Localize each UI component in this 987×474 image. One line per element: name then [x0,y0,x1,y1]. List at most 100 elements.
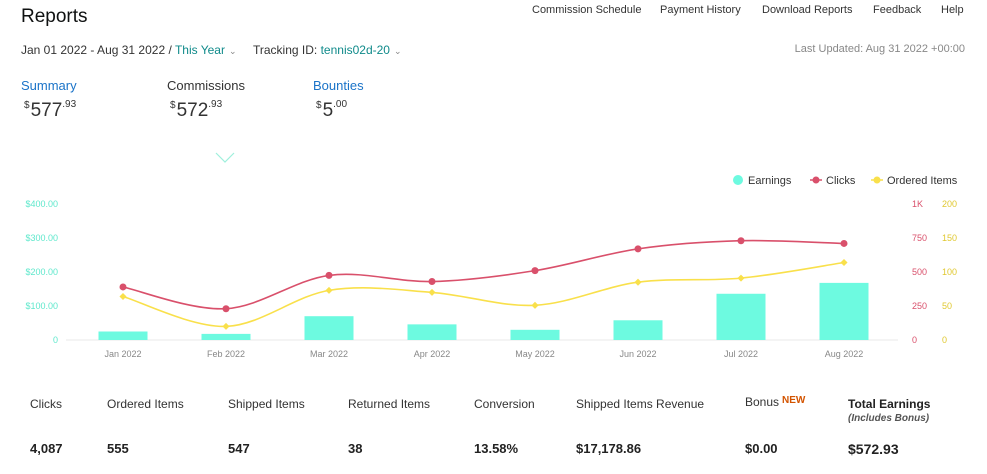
bonus-label-text: Bonus [745,395,780,409]
right-axis-clicks-tick-label: 1K [912,199,923,209]
x-axis-tick-label: Jan 2022 [104,349,141,359]
summary-amount: $577.93 [24,99,76,122]
nav-download-reports[interactable]: Download Reports [762,4,853,16]
stat-value-ordered-items: 555 [107,441,129,456]
earnings-bar [201,333,251,340]
stat-value-total-earnings: $572.93 [848,441,899,457]
page-title: Reports [21,6,88,27]
earnings-bar [407,324,457,340]
left-axis-tick-label: 0 [53,335,58,345]
series-lines [122,239,845,328]
ordered-items-point [325,286,333,294]
clicks-point [634,245,642,253]
date-range-selector[interactable]: Jan 01 2022 - Aug 31 2022 / This Year ⌄ [21,43,237,57]
stat-value-shipped-items: 547 [228,441,250,456]
clicks-point [531,267,539,275]
nav-commission-schedule[interactable]: Commission Schedule [532,4,642,16]
legend-clicks-marker [812,176,820,184]
last-updated-text: Last Updated: Aug 31 2022 +00:00 [794,43,965,55]
nav-help[interactable]: Help [941,4,964,16]
earnings-bar [98,331,148,340]
stat-label-ordered-items: Ordered Items [107,397,184,411]
earnings-chart: Earnings Clicks Ordered Items 0 $100.00 $200… [25,152,958,359]
earnings-bar [819,282,869,340]
amount-cents: .00 [333,99,348,110]
right-axis-orders-tick-label: 150 [942,233,957,243]
ordered-items-point [737,274,745,282]
tracking-label: Tracking ID: [253,43,318,57]
currency-symbol: $ [24,100,30,111]
ordered-items-point [119,292,127,301]
ordered-items-point [531,301,539,309]
left-axis-tick-label: $400.00 [25,199,58,209]
x-axis-tick-label: Aug 2022 [825,349,864,359]
clicks-point [325,271,333,279]
ordered-items-point [840,258,848,267]
legend-earnings-label: Earnings [748,175,792,187]
tab-commissions[interactable]: Commissions [167,78,246,93]
period-link[interactable]: This Year [174,43,225,57]
earnings-bar [613,320,663,340]
right-axis-clicks-tick-label: 0 [912,335,917,345]
right-axis-orders-tick-label: 100 [942,267,957,277]
amount-cents: .93 [62,99,77,110]
legend-ordered-items-label: Ordered Items [887,175,958,187]
clicks-point [428,278,436,286]
nav-feedback[interactable]: Feedback [873,4,922,16]
total-earnings-label-text: Total Earnings [848,397,931,411]
right-axis-clicks-tick-label: 750 [912,233,927,243]
bounties-amount: $5.00 [316,99,347,122]
legend-earnings-marker [733,175,743,185]
stat-label-clicks: Clicks [30,397,62,411]
right-axis-orders-tick-label: 50 [942,301,952,311]
amount-whole: 5 [322,100,334,121]
ordered-items-line [122,261,845,328]
clicks-point [119,283,127,291]
commissions-amount: $572.93 [170,99,222,122]
currency-symbol: $ [316,100,322,111]
tab-bounties[interactable]: Bounties [313,78,364,93]
x-axis-tick-label: May 2022 [515,349,555,359]
date-range-text: Jan 01 2022 - Aug 31 2022 [21,43,166,57]
x-axis-tick-label: Jul 2022 [724,349,758,359]
clicks-point [737,237,745,245]
stat-value-clicks: 4,087 [30,441,63,456]
tab-summary[interactable]: Summary [21,78,77,93]
amount-cents: .93 [208,99,223,110]
stat-label-total-earnings: Total Earnings [848,397,930,411]
chevron-down-icon: ⌄ [228,46,237,56]
earnings-bar [304,316,354,340]
legend-clicks-label: Clicks [826,175,856,187]
ordered-items-point [634,278,642,286]
stat-value-bonus: $0.00 [745,441,778,456]
currency-symbol: $ [170,100,176,111]
earnings-bar [716,293,766,340]
earnings-bar [510,329,560,340]
stat-label-conversion: Conversion [474,397,535,411]
tracking-id-selector[interactable]: Tracking ID: tennis02d-20 ⌄ [253,43,402,57]
stat-label-shipped-items: Shipped Items [228,397,305,411]
stat-label-returned-items: Returned Items [348,397,431,411]
amount-whole: 572 [176,100,209,121]
stat-value-conversion: 13.58% [474,441,519,456]
right-axis-clicks-tick-label: 250 [912,301,927,311]
right-axis-orders-tick-label: 0 [942,335,947,345]
legend-ordered-items-marker [873,176,881,184]
date-separator: / [168,43,172,57]
clicks-point [840,239,848,247]
stat-label-shipped-revenue: Shipped Items Revenue [576,397,705,411]
new-badge: NEW [782,395,806,406]
x-axis-tick-label: Mar 2022 [310,349,348,359]
earnings-bars [98,282,869,340]
series-points [119,237,848,330]
stat-value-returned-items: 38 [348,441,363,456]
clicks-line [122,239,845,310]
amount-whole: 577 [30,100,63,121]
ordered-items-point [222,322,230,330]
x-axis-tick-label: Jun 2022 [619,349,656,359]
nav-payment-history[interactable]: Payment History [660,4,741,16]
left-axis-tick-label: $100.00 [25,301,58,311]
chart-axes: 0$100.00$200.00$300.00$400.0002505007501… [25,199,957,359]
tracking-id-value[interactable]: tennis02d-20 [320,43,390,57]
chevron-down-icon: ⌄ [393,46,402,56]
